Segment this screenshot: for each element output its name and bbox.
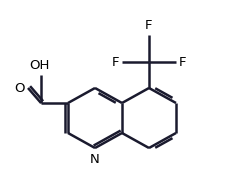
Text: F: F: [178, 55, 186, 68]
Text: F: F: [111, 55, 118, 68]
Text: OH: OH: [29, 59, 49, 72]
Text: N: N: [90, 153, 99, 166]
Text: O: O: [15, 81, 25, 95]
Text: F: F: [145, 19, 152, 32]
